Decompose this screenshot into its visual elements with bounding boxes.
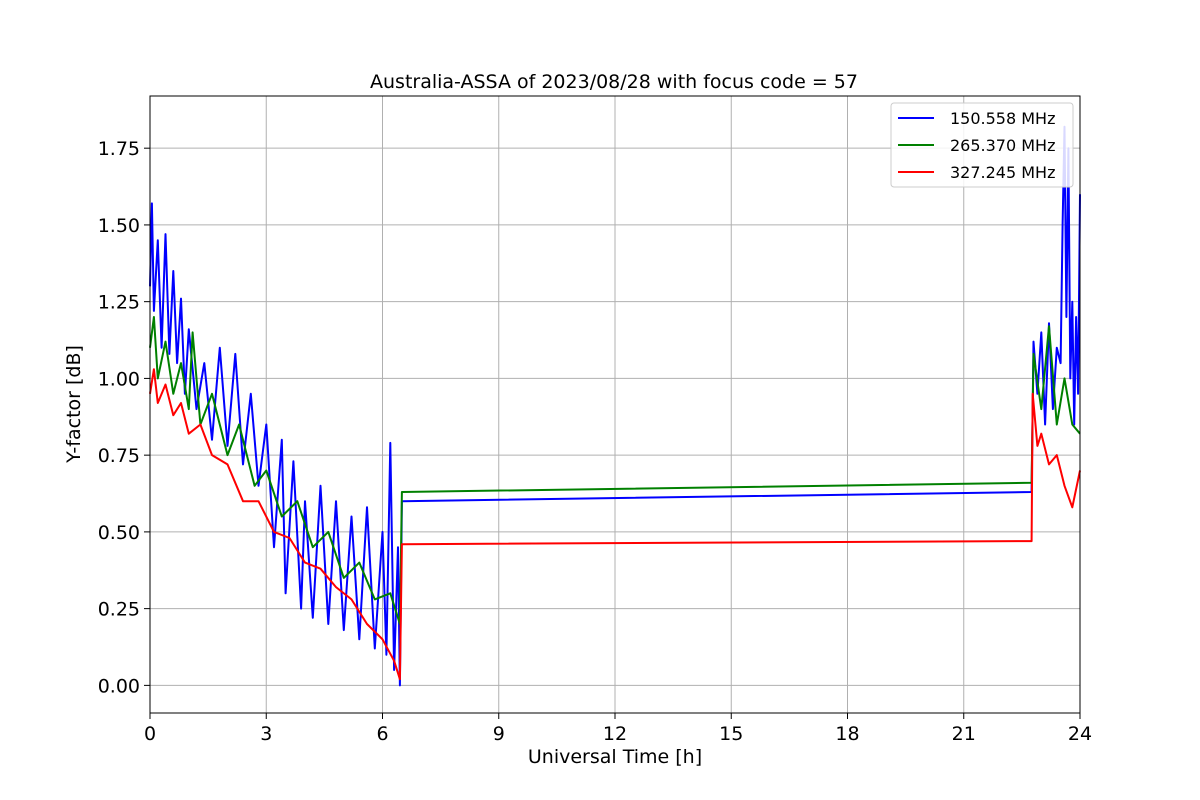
chart-title: Australia-ASSA of 2023/08/28 with focus … (370, 71, 858, 93)
x-tick-label: 21 (952, 723, 976, 745)
x-tick-label: 0 (144, 723, 156, 745)
x-tick-label: 6 (376, 723, 388, 745)
y-tick-label: 1.25 (98, 292, 140, 314)
y-tick-label: 0.75 (98, 445, 140, 467)
x-tick-label: 15 (719, 723, 743, 745)
series-line-1 (149, 316, 1081, 625)
x-tick-label: 24 (1068, 723, 1092, 745)
y-tick-label: 1.00 (98, 368, 140, 390)
legend-label-1: 265.370 MHz (950, 136, 1055, 155)
y-tick-label: 0.00 (98, 675, 140, 697)
legend-label-2: 327.245 MHz (950, 163, 1055, 182)
legend-label-0: 150.558 MHz (950, 109, 1055, 128)
x-tick-label: 9 (493, 723, 505, 745)
series-line-2 (149, 368, 1081, 681)
x-tick-label: 12 (603, 723, 627, 745)
y-axis-label: Y-factor [dB] (63, 345, 85, 464)
y-tick-label: 0.25 (98, 599, 140, 621)
y-tick-label: 1.75 (98, 138, 140, 160)
x-tick-label: 18 (835, 723, 859, 745)
legend-box (890, 102, 1074, 188)
x-axis: 0 3 6 9 12 15 18 21 24 (144, 713, 1092, 745)
series-layer (149, 125, 1081, 687)
y-tick-label: 1.50 (98, 215, 140, 237)
y-axis: 0.00 0.25 0.50 0.75 1.00 1.25 1.50 1.75 (98, 138, 150, 697)
series-line-0 (149, 125, 1081, 687)
legend: 150.558 MHz 265.370 MHz 327.245 MHz (890, 102, 1074, 188)
y-tick-label: 0.50 (98, 522, 140, 544)
x-axis-label: Universal Time [h] (528, 746, 702, 768)
x-tick-label: 3 (260, 723, 272, 745)
